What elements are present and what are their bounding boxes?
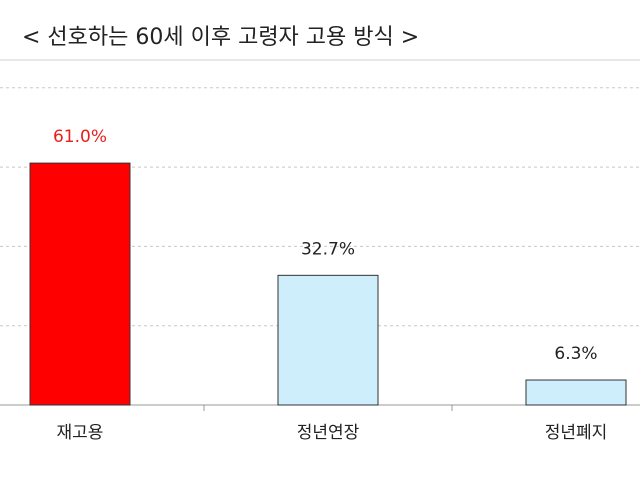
bar (525, 379, 627, 406)
value-label: 6.3% (554, 344, 597, 364)
value-label: 61.0% (53, 127, 107, 147)
value-label: 32.7% (301, 239, 355, 259)
chart-title: < 선호하는 60세 이후 고령자 고용 방식 > (22, 25, 419, 50)
bar (277, 274, 379, 406)
x-tick-label: 재고용 (57, 423, 104, 443)
x-tick-label: 정년연장 (297, 423, 360, 443)
bar (29, 162, 131, 406)
x-tick-label: 정년폐지 (545, 423, 608, 443)
